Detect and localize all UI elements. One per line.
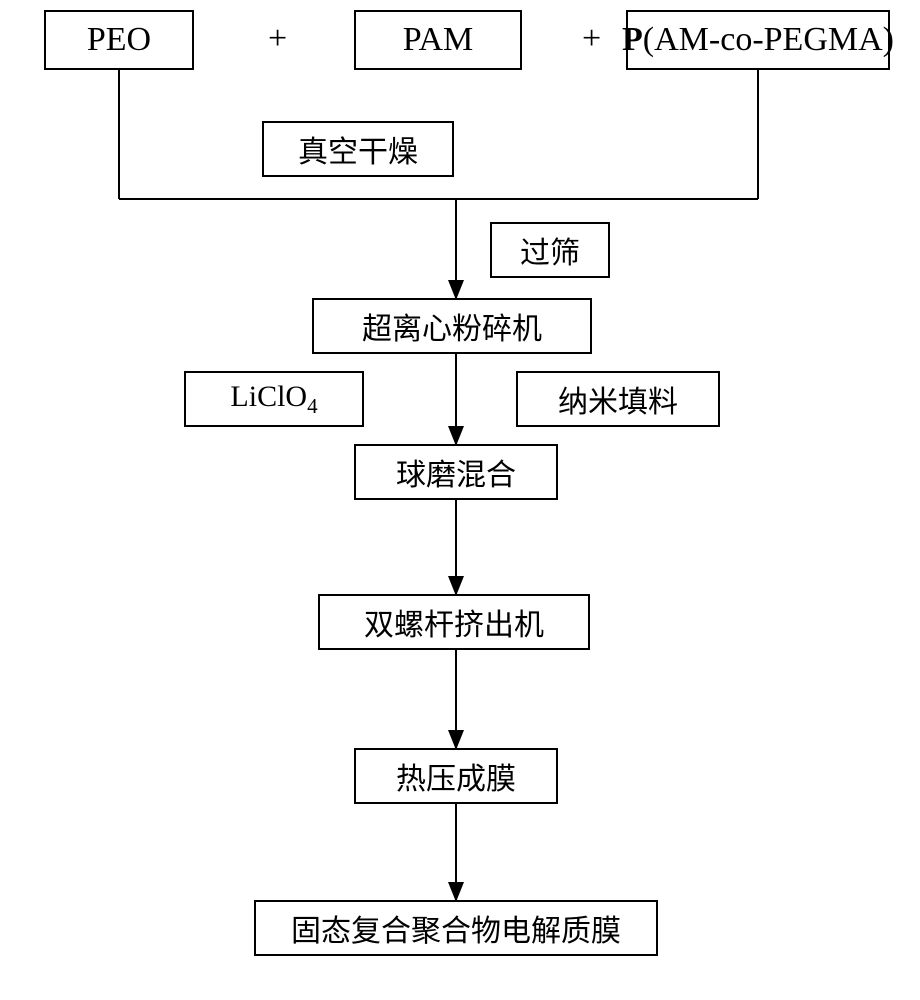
step-sieve-label: 过筛 [520,228,580,272]
input-copolymer-label: P(AM-co-PEGMA) [622,21,894,59]
step-vacuum-dry: 真空干燥 [262,121,454,177]
input-nano-filler: 纳米填料 [516,371,720,427]
input-peo-label: PEO [87,21,151,59]
step-extruder-label: 双螺杆挤出机 [364,600,544,644]
step-hot-press-film: 热压成膜 [354,748,558,804]
plus-2: + [582,20,601,58]
step-vacuum-dry-label: 真空干燥 [298,127,418,171]
input-liclo4-label: LiClO4 [230,380,317,419]
output-final-label: 固态复合聚合物电解质膜 [291,906,621,950]
step-ball-mill-mix-label: 球磨混合 [396,450,516,494]
input-copolymer: P(AM-co-PEGMA) [626,10,890,70]
output-solid-composite-polymer-electrolyte-membrane: 固态复合聚合物电解质膜 [254,900,658,956]
step-hot-press-label: 热压成膜 [396,754,516,798]
step-centrifuge-crush: 超离心粉碎机 [312,298,592,354]
step-sieve: 过筛 [490,222,610,278]
input-pam: PAM [354,10,522,70]
step-centrifuge-crush-label: 超离心粉碎机 [362,304,542,348]
step-ball-mill-mix: 球磨混合 [354,444,558,500]
plus-1: + [268,20,287,58]
flowchart-canvas: PEO + PAM + P(AM-co-PEGMA) 真空干燥 过筛 超离心粉碎… [0,0,920,1000]
input-peo: PEO [44,10,194,70]
input-pam-label: PAM [403,21,474,59]
input-nano-filler-label: 纳米填料 [558,377,678,421]
step-twin-screw-extruder: 双螺杆挤出机 [318,594,590,650]
connectors [0,0,920,1000]
input-liclo4: LiClO4 [184,371,364,427]
